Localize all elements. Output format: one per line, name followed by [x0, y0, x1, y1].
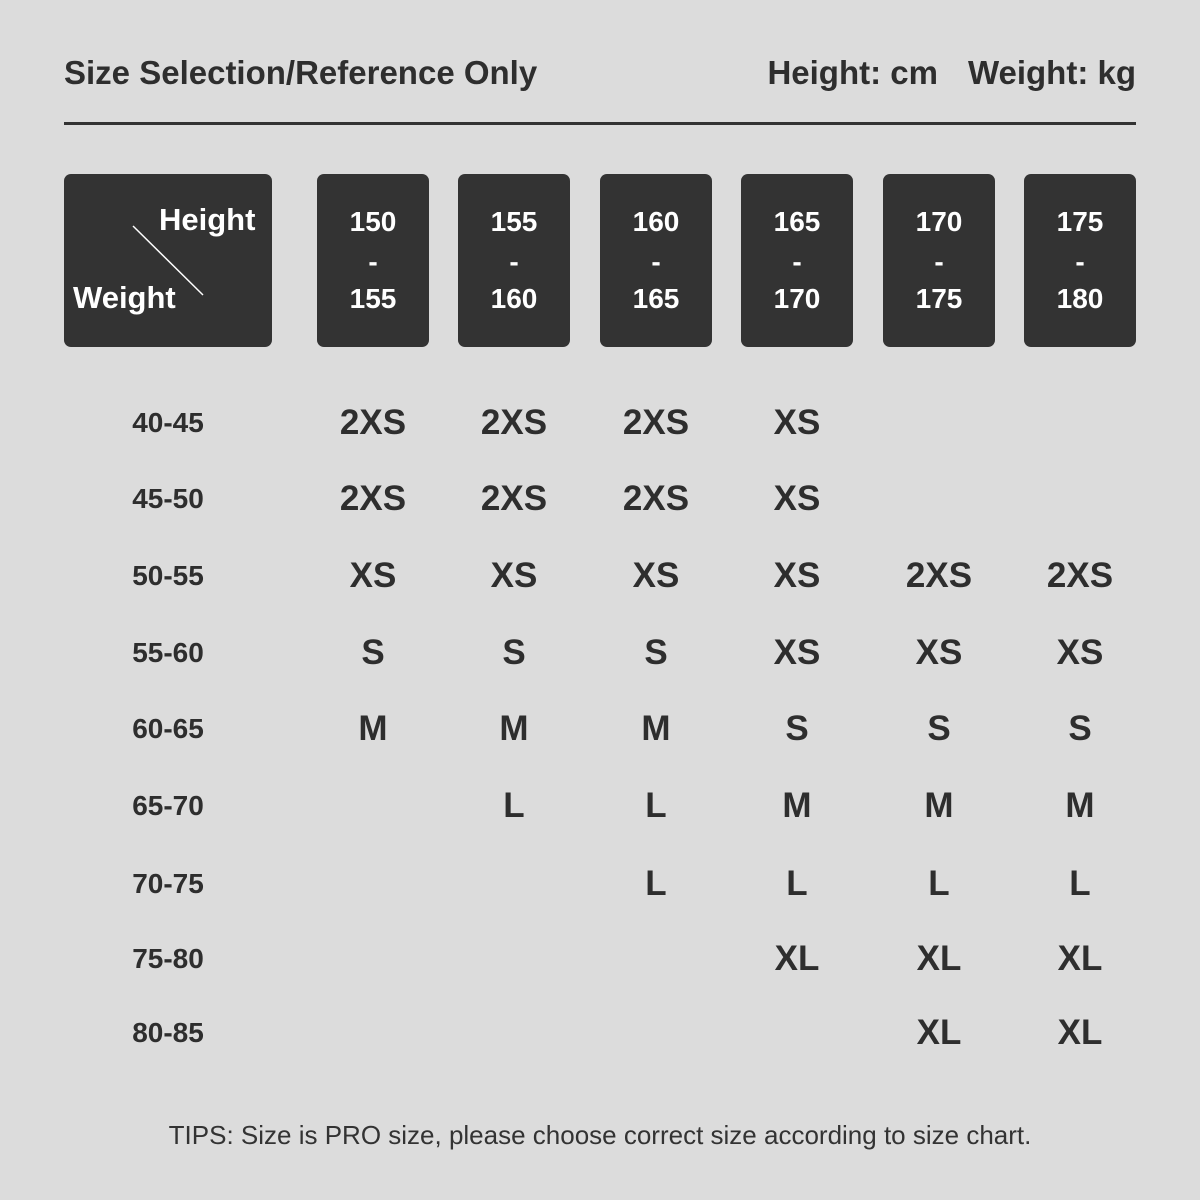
height-to: 170 [773, 283, 821, 314]
size-cell: 2XS [1046, 556, 1114, 595]
size-cell: L [645, 786, 667, 825]
weight-label: 70-75 [132, 868, 204, 899]
height-header: 150 - 155 [317, 174, 429, 347]
size-cell: XL [1057, 939, 1103, 978]
tips: TIPS: Size is PRO size, please choose co… [168, 1120, 1032, 1150]
size-cell: M [782, 786, 812, 825]
size-cell: XL [774, 939, 820, 978]
height-header: 165 - 170 [741, 174, 853, 347]
size-cell: S [361, 633, 385, 672]
corner-weight: Weight [73, 280, 176, 315]
height-to: 160 [490, 283, 538, 314]
size-cell: 2XS [622, 403, 690, 442]
separator: - [934, 246, 944, 277]
weight-label: 50-55 [132, 560, 204, 591]
size-cell: XS [773, 403, 821, 442]
size-cell: XS [490, 556, 538, 595]
height-from: 165 [773, 206, 821, 237]
size-cell: 2XS [339, 403, 407, 442]
size-cell: L [645, 864, 667, 903]
height-unit: Height: cm [767, 54, 938, 91]
weight-label: 40-45 [132, 407, 204, 438]
size-cell: XS [915, 633, 963, 672]
height-from: 150 [349, 206, 397, 237]
units: Height: cm Weight: kg [767, 54, 1136, 92]
height-from: 170 [915, 206, 963, 237]
size-cell: XS [349, 556, 397, 595]
separator: - [1075, 246, 1085, 277]
weight-label: 60-65 [132, 713, 204, 744]
size-cell: M [924, 786, 954, 825]
size-cell: M [499, 709, 529, 748]
weight-unit: Weight: kg [967, 54, 1136, 91]
height-header: 155 - 160 [458, 174, 570, 347]
size-cell: XS [632, 556, 680, 595]
height-to: 175 [915, 283, 963, 314]
size-cell: XS [773, 479, 821, 518]
divider [64, 122, 1136, 125]
diagonal [132, 225, 204, 296]
size-cell: XL [1057, 1013, 1103, 1052]
size-cell: L [1069, 864, 1091, 903]
size-cell: S [785, 709, 809, 748]
height-to: 180 [1056, 283, 1104, 314]
height-from: 160 [632, 206, 680, 237]
size-cell: XS [1056, 633, 1104, 672]
size-cell: L [928, 864, 950, 903]
size-cell: 2XS [622, 479, 690, 518]
separator: - [792, 246, 802, 277]
size-cell: S [1068, 709, 1092, 748]
size-cell: S [502, 633, 526, 672]
title: Size Selection/Reference Only [64, 54, 538, 91]
size-cell: M [1065, 786, 1095, 825]
height-header: 170 - 175 [883, 174, 995, 347]
size-cell: 2XS [339, 479, 407, 518]
size-cell: S [927, 709, 951, 748]
size-cell: XS [773, 556, 821, 595]
size-cell: S [644, 633, 668, 672]
weight-label: 55-60 [132, 637, 204, 668]
size-cell: L [503, 786, 525, 825]
weight-label: 45-50 [132, 483, 204, 514]
height-header: 175 - 180 [1024, 174, 1136, 347]
height-header: 160 - 165 [600, 174, 712, 347]
size-cell: 2XS [480, 403, 548, 442]
weight-label: 65-70 [132, 790, 204, 821]
size-cell: XL [916, 1013, 962, 1052]
separator: - [651, 246, 661, 277]
height-from: 175 [1056, 206, 1104, 237]
height-from: 155 [490, 206, 538, 237]
size-cell: L [786, 864, 808, 903]
size-cell: 2XS [905, 556, 973, 595]
size-cell: M [358, 709, 388, 748]
size-cell: XS [773, 633, 821, 672]
separator: - [368, 246, 378, 277]
corner-height: Height [159, 202, 256, 237]
corner-header: Height Weight [64, 174, 272, 347]
height-to: 165 [632, 283, 680, 314]
size-cell: 2XS [480, 479, 548, 518]
weight-label: 75-80 [132, 943, 204, 974]
size-cell: M [641, 709, 671, 748]
size-cell: XL [916, 939, 962, 978]
height-to: 155 [349, 283, 397, 314]
separator: - [509, 246, 519, 277]
weight-label: 80-85 [132, 1017, 204, 1048]
